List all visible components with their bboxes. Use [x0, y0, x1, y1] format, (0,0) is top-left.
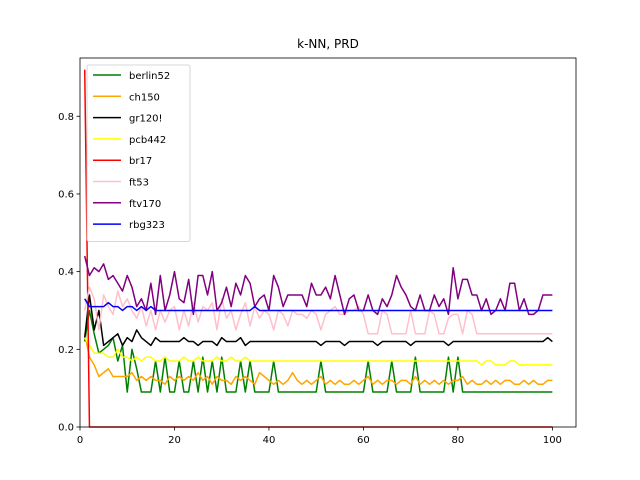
series-line-rbg323: [84, 298, 553, 312]
series-line-ch150: [83, 333, 553, 386]
legend-label: ft53: [129, 178, 149, 189]
plot-frame: [79, 57, 577, 428]
legend-label: ch150: [129, 92, 160, 103]
y-axis: 0.0 0.2 0.4 0.6 0.8: [58, 112, 80, 434]
y-tick-label: 0.8: [58, 112, 74, 123]
legend-label: rbg323: [129, 220, 165, 231]
y-tick-label: 0.6: [58, 189, 74, 200]
legend-label: br17: [129, 156, 152, 167]
legend-frame: [86, 64, 191, 242]
x-tick-label: 60: [357, 435, 370, 446]
series-line-ftv170: [83, 255, 553, 316]
series-line-gr120: [83, 294, 553, 347]
legend-label: gr120!: [129, 114, 163, 125]
y-tick-label: 0.2: [58, 345, 74, 356]
x-tick-label: 20: [168, 435, 181, 446]
legend-label: berlin52: [129, 71, 170, 82]
legend-label: ftv170: [129, 199, 161, 210]
y-tick-label: 0.4: [58, 267, 74, 278]
legend: berlin52 ch150 gr120! pcb442 br17 ft53 ftv170 r…: [86, 64, 191, 242]
x-tick-label: 0: [77, 435, 83, 446]
x-tick-label: 40: [263, 435, 276, 446]
series-line-berlin52: [83, 309, 553, 393]
x-tick-label: 100: [543, 435, 562, 446]
chart-title: k-NN, PRD: [297, 37, 359, 51]
series-line-pcb442: [84, 337, 553, 366]
y-tick-label: 0.0: [58, 423, 74, 434]
series-line-ft53: [83, 286, 553, 335]
legend-label: pcb442: [129, 135, 166, 146]
x-tick-label: 80: [452, 435, 465, 446]
x-axis: 0 20 40 60 80 100: [77, 427, 562, 446]
